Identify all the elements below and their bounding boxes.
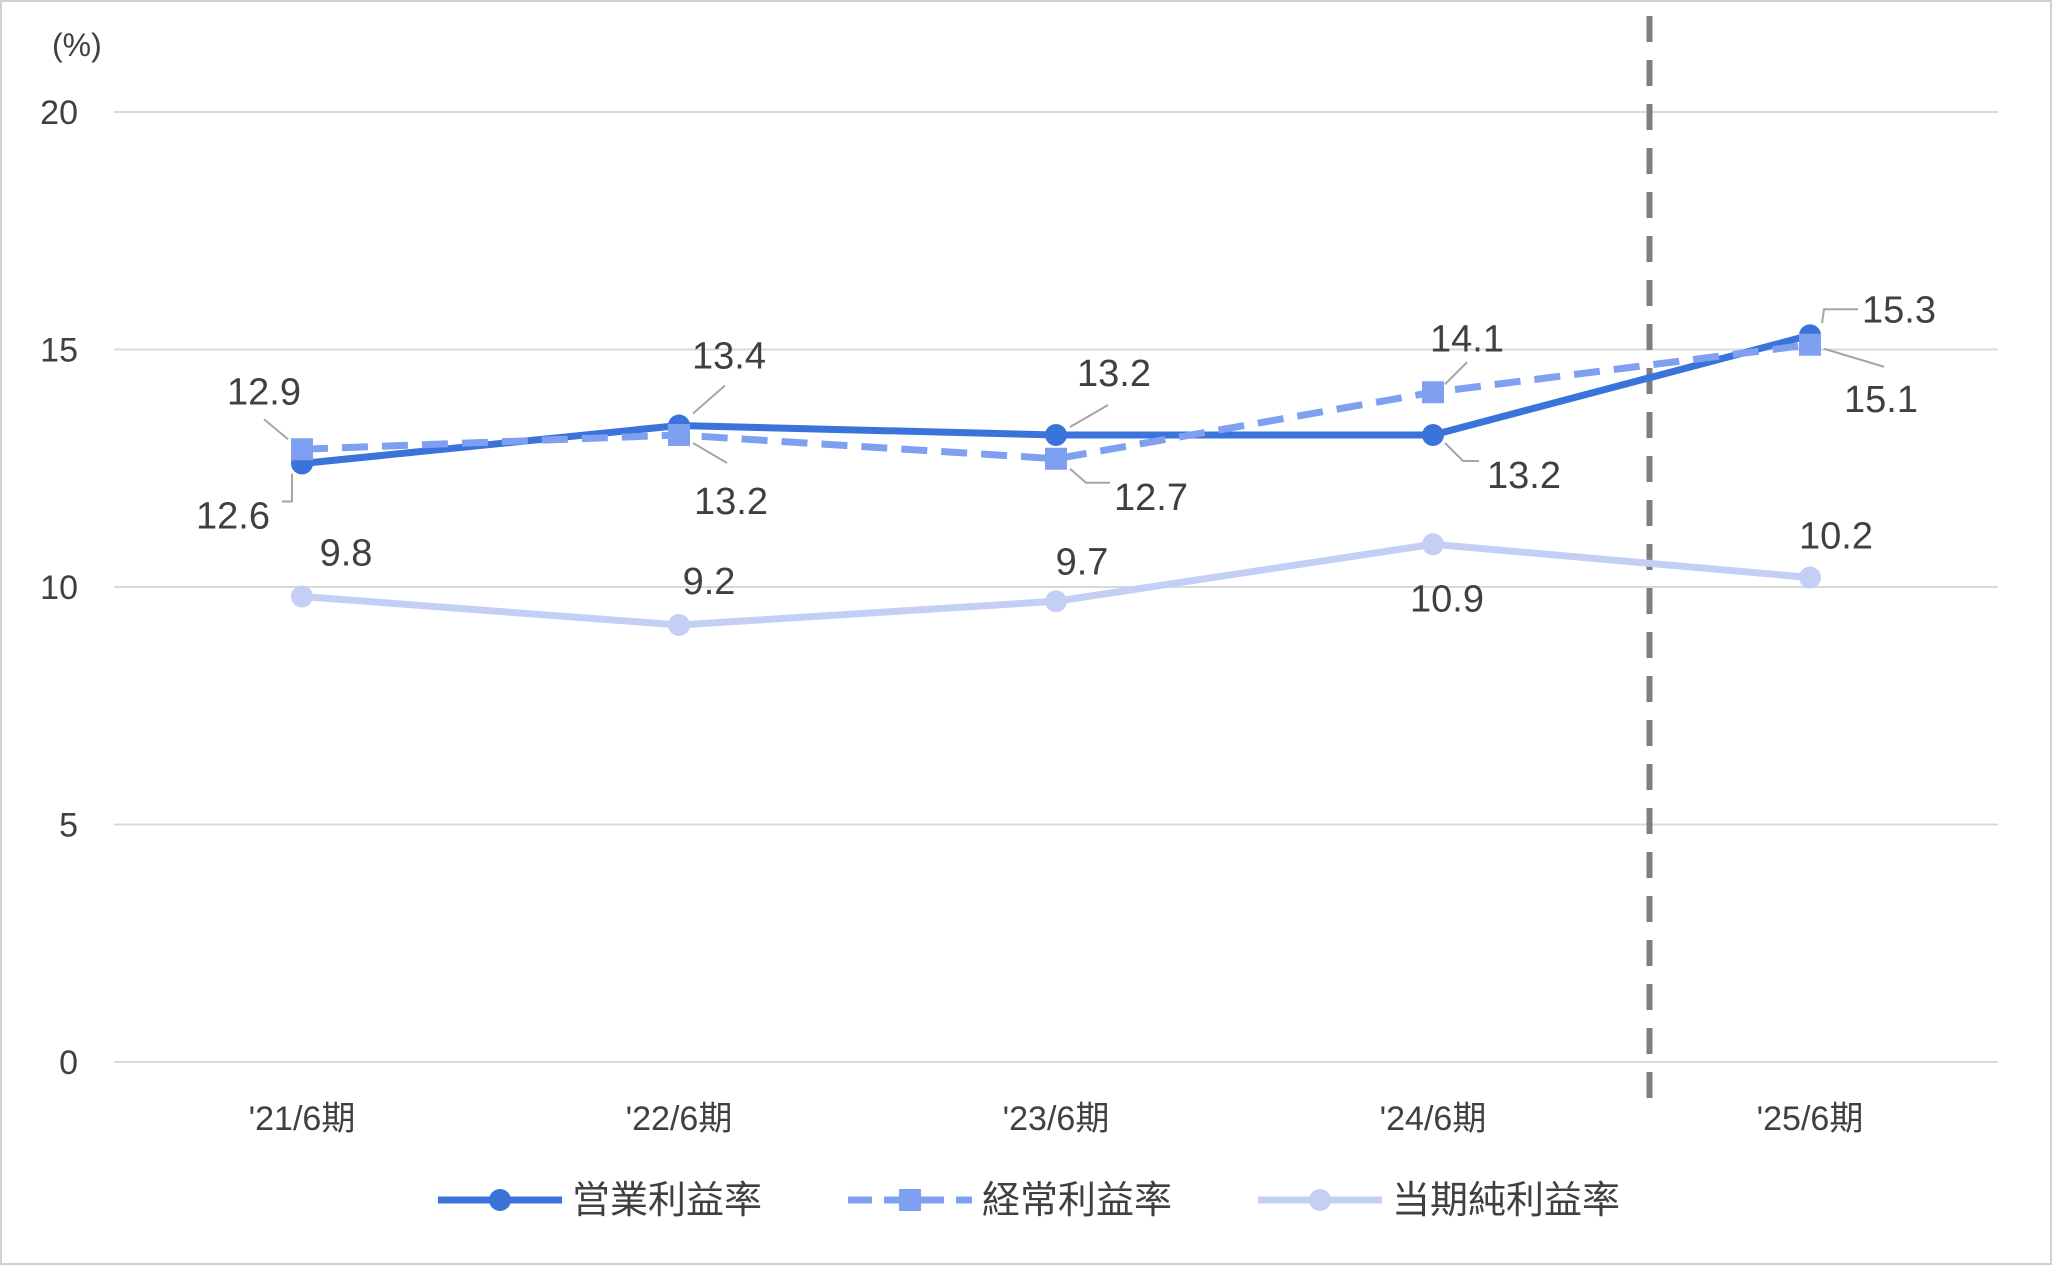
data-label-leader xyxy=(1821,308,1858,324)
y-tick-label: 15 xyxy=(40,332,78,370)
data-label: 14.1 xyxy=(1430,318,1504,360)
data-point-marker xyxy=(1422,424,1444,446)
data-label-leader xyxy=(263,418,289,441)
data-point-marker xyxy=(668,424,690,446)
x-tick-label: '24/6期 xyxy=(1380,1100,1487,1138)
x-tick-label: '25/6期 xyxy=(1757,1100,1864,1138)
data-label: 9.2 xyxy=(683,561,736,603)
legend-label: 経常利益率 xyxy=(982,1180,1172,1222)
data-label-leader xyxy=(1444,361,1468,385)
axes: 0 5 10 15 20 (%) '21/6期 '22/6期 '23/6期 '24/6期 '25/6… xyxy=(40,16,1863,1138)
x-tick-label: '22/6期 xyxy=(626,1100,733,1138)
data-label-leader xyxy=(692,442,728,464)
legend-swatch-marker xyxy=(489,1189,511,1211)
data-label: 12.6 xyxy=(196,496,270,538)
data-point-marker xyxy=(291,585,313,608)
data-point-marker xyxy=(1422,533,1444,556)
data-point-marker xyxy=(1799,333,1821,356)
x-tick-label: '23/6期 xyxy=(1003,1100,1110,1138)
data-point-marker xyxy=(1045,590,1067,613)
y-tick-label: 10 xyxy=(40,569,78,607)
y-tick-label: 0 xyxy=(59,1044,78,1082)
series-line xyxy=(301,341,1811,463)
series xyxy=(291,324,1821,636)
data-label-leader xyxy=(1069,404,1109,428)
y-tick-label: 5 xyxy=(59,807,78,845)
data-label: 9.7 xyxy=(1056,541,1109,583)
data-label: 10.9 xyxy=(1410,578,1484,620)
data-label-leader xyxy=(282,473,293,503)
y-tick-label: 20 xyxy=(40,94,78,132)
data-label: 13.2 xyxy=(1077,353,1151,395)
legend-label: 営業利益率 xyxy=(572,1180,762,1222)
data-point-marker xyxy=(1045,447,1067,470)
data-label: 12.7 xyxy=(1114,477,1188,519)
x-tick-label: '21/6期 xyxy=(249,1100,356,1138)
data-point-marker xyxy=(291,438,313,461)
gridlines xyxy=(114,111,1998,1063)
data-label-leader xyxy=(1069,467,1110,484)
data-label-leader xyxy=(1444,442,1479,462)
data-labels: 12.6 13.4 13.2 13.2 15.3 12.9 13.2 12.7 14.1 15.1… xyxy=(196,289,1936,620)
data-point-marker xyxy=(1422,381,1444,404)
data-label-leader xyxy=(1823,347,1885,368)
data-label: 15.3 xyxy=(1862,289,1936,331)
data-point-marker xyxy=(668,614,690,636)
data-label: 9.8 xyxy=(320,533,373,575)
legend: 営業利益率 経常利益率 当期純利益率 xyxy=(438,1180,1620,1222)
data-label: 13.2 xyxy=(694,481,768,523)
data-point-marker xyxy=(1045,424,1067,446)
y-unit-label: (%) xyxy=(52,27,102,63)
data-label: 15.1 xyxy=(1844,379,1918,421)
data-point-marker xyxy=(1799,566,1821,589)
data-label: 13.4 xyxy=(692,336,766,378)
legend-label: 当期純利益率 xyxy=(1392,1180,1620,1222)
data-label: 12.9 xyxy=(227,371,301,413)
data-label: 13.2 xyxy=(1487,455,1561,497)
data-label: 10.2 xyxy=(1799,516,1873,558)
legend-swatch-marker xyxy=(1309,1189,1331,1211)
legend-swatch-marker xyxy=(899,1189,921,1211)
data-label-leader xyxy=(692,384,726,415)
